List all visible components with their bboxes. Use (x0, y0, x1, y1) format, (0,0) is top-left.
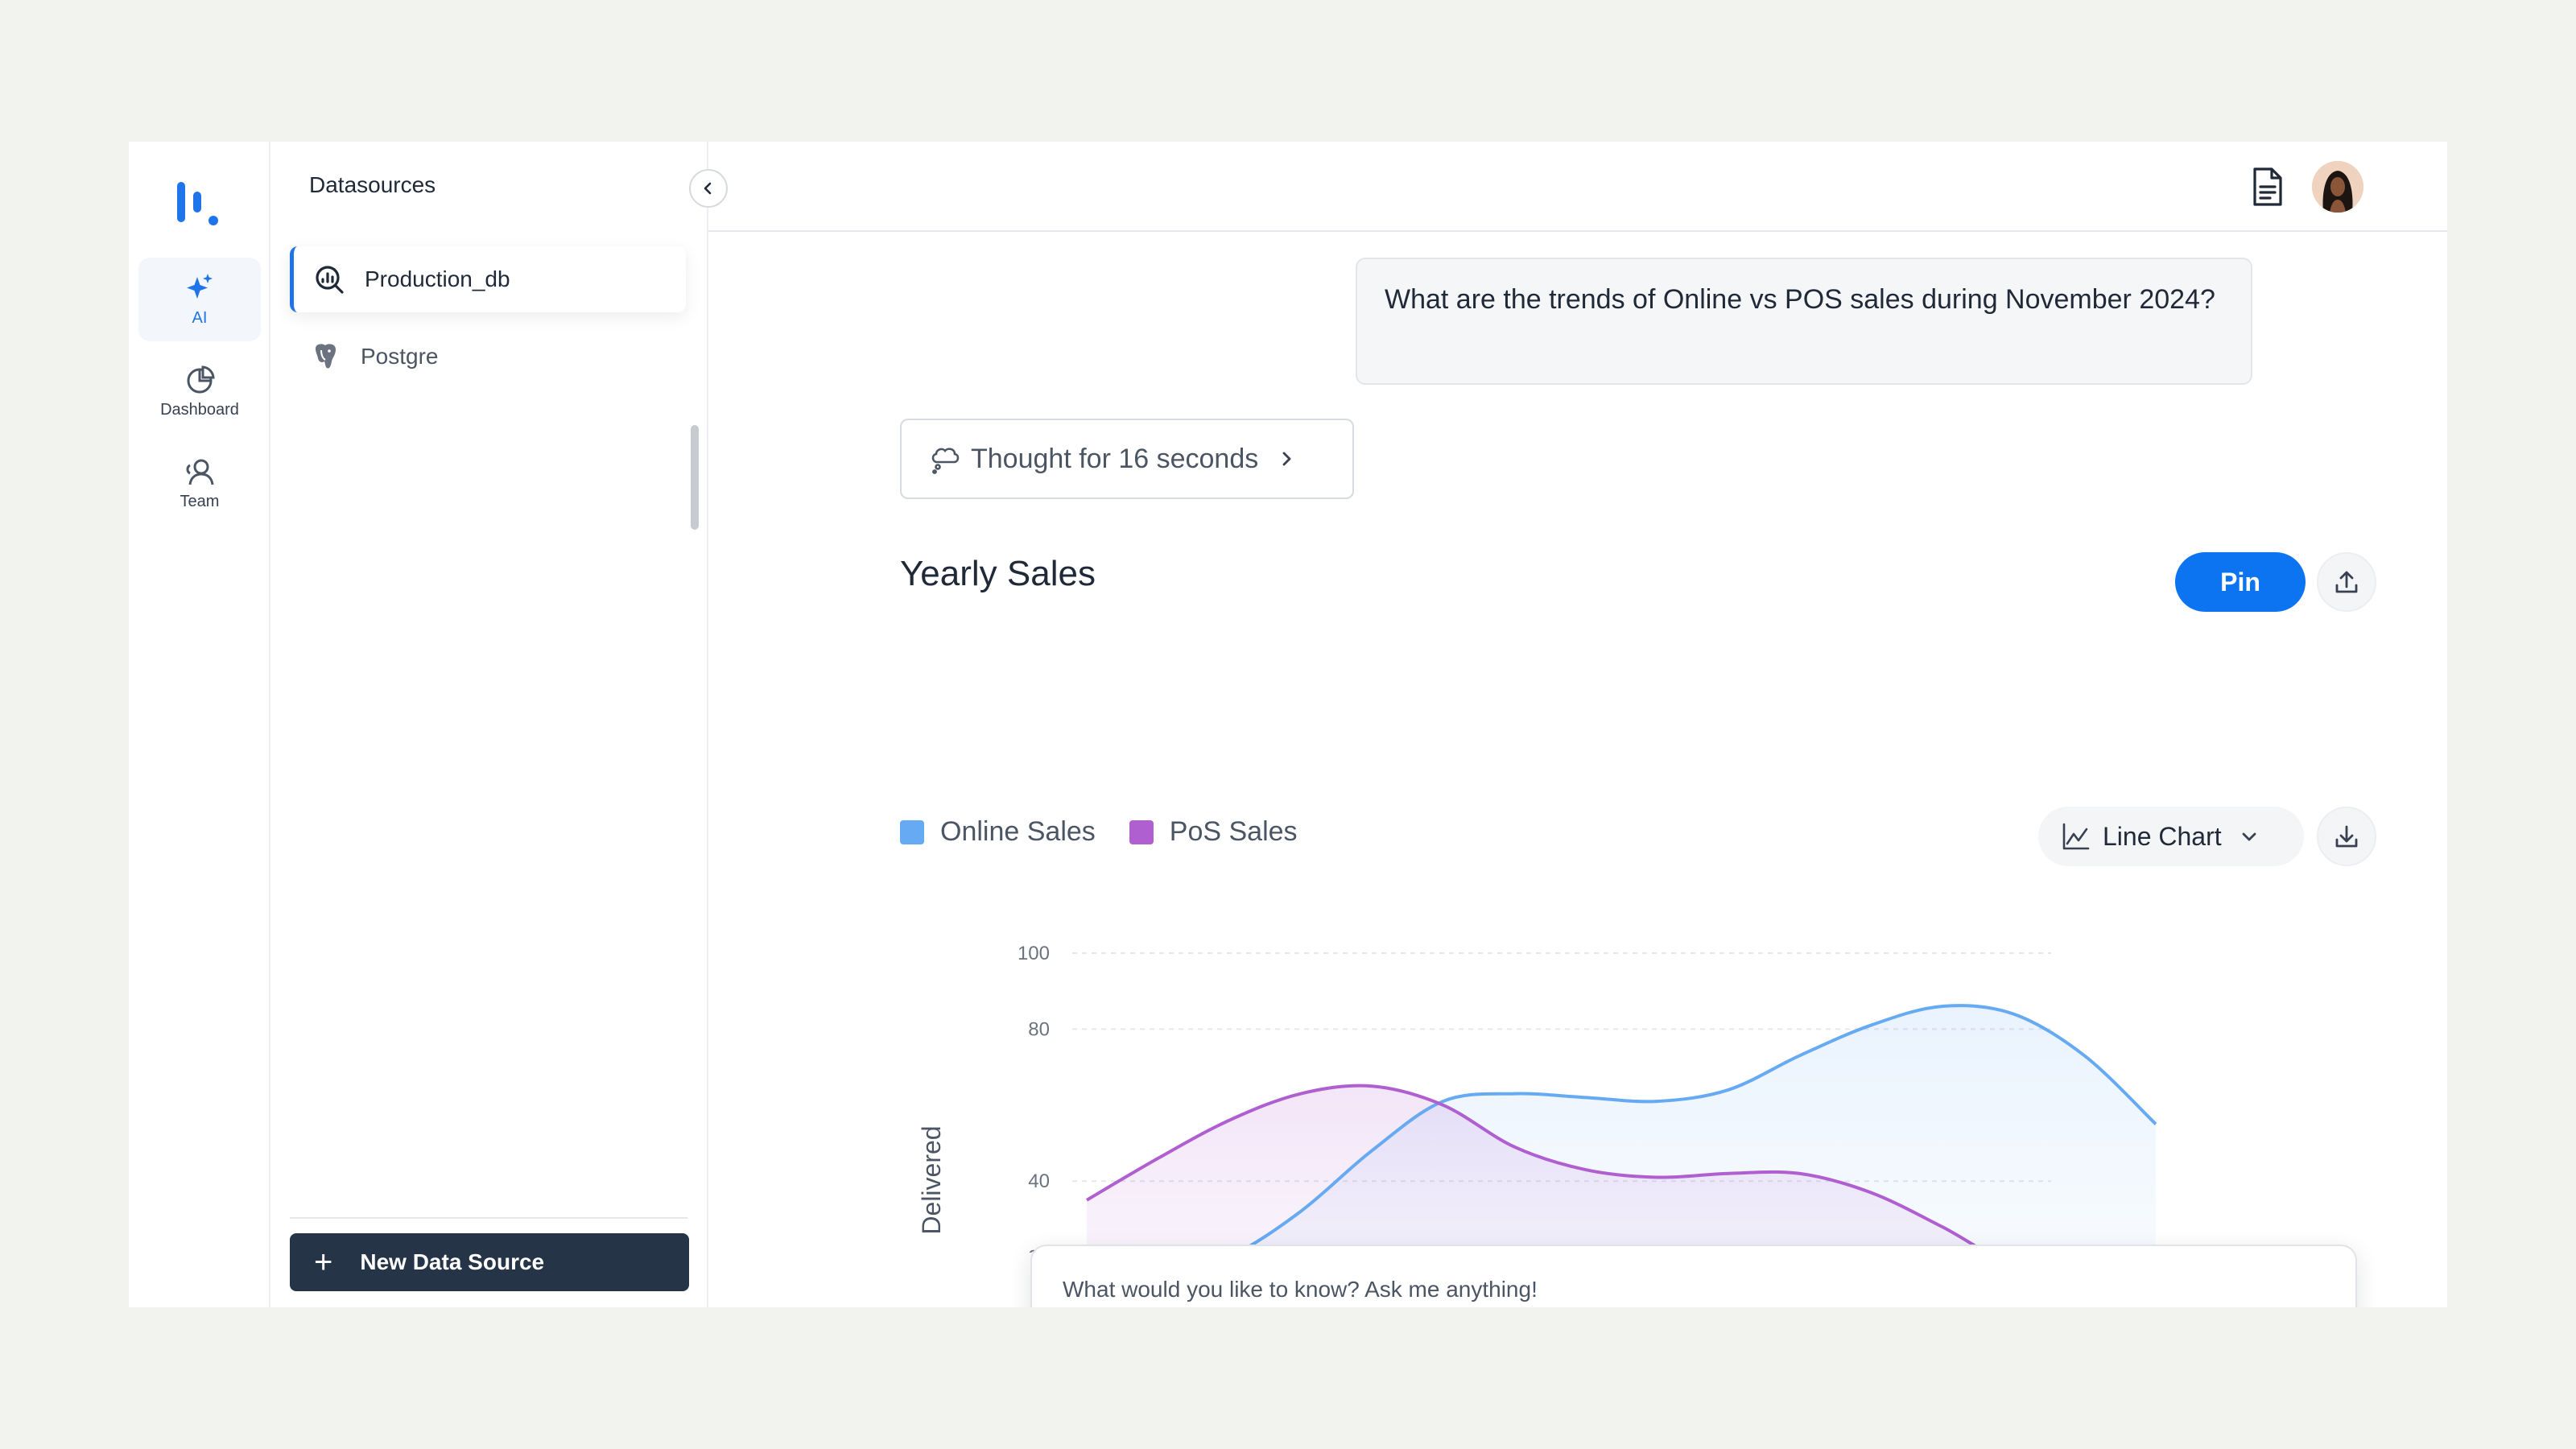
thought-bubble-icon (931, 448, 960, 474)
new-data-source-button[interactable]: + New Data Source (290, 1233, 689, 1291)
legend-item-online-sales[interactable]: Online Sales (900, 816, 1096, 848)
line-chart: 204080100 (1018, 943, 2157, 1253)
plus-icon: + (314, 1245, 333, 1280)
top-bar (708, 142, 2447, 232)
share-button[interactable] (2317, 552, 2376, 612)
chat-prompt-box: @ (1030, 1245, 2357, 1307)
pie-chart-icon (187, 365, 215, 394)
user-question-bubble: What are the trends of Online vs POS sal… (1356, 258, 2252, 385)
chat-input[interactable] (1063, 1277, 2190, 1302)
legend-item-pos-sales[interactable]: PoS Sales (1129, 816, 1298, 848)
app-logo-icon[interactable] (175, 180, 224, 229)
download-button[interactable] (2317, 807, 2376, 866)
datasources-panel: Datasources Production_db Postgre + New … (270, 142, 708, 1307)
datasources-scrollbar[interactable] (691, 425, 699, 530)
sparkle-icon (187, 274, 213, 299)
user-photo-icon (2312, 161, 2363, 213)
database-search-icon (316, 266, 344, 294)
legend-swatch (900, 819, 924, 844)
series-line-online-sales[interactable] (1087, 1004, 2157, 1253)
datasource-label: Production_db (365, 266, 510, 291)
nav-item-ai[interactable]: AI (138, 258, 261, 341)
chevron-right-icon (1282, 452, 1291, 466)
main-content: What are the trends of Online vs POS sal… (708, 142, 2447, 1307)
y-axis-label: Delivered (917, 1125, 946, 1234)
chevron-left-icon (704, 182, 712, 195)
y-tick-label: 80 (1028, 1018, 1050, 1040)
postgres-icon (316, 344, 336, 369)
team-icon (186, 459, 214, 485)
chart-title: Yearly Sales (900, 554, 1096, 593)
upload-icon (2335, 571, 2358, 593)
new-data-source-label: New Data Source (360, 1249, 545, 1274)
y-tick-label: 100 (1018, 943, 1050, 964)
nav-item-label: Dashboard (160, 401, 239, 419)
collapse-panel-button[interactable] (689, 169, 728, 208)
thought-toggle[interactable]: Thought for 16 seconds (900, 419, 1354, 499)
app-window: AI Dashboard Team Datasources (129, 142, 2447, 1307)
datasources-title: Datasources (309, 172, 436, 197)
datasource-item-production-db[interactable]: Production_db (290, 246, 686, 312)
nav-item-label: AI (192, 309, 208, 327)
thought-label: Thought for 16 seconds (971, 443, 1259, 474)
chart-type-label: Line Chart (2103, 821, 2222, 851)
pin-button[interactable]: Pin (2175, 552, 2306, 612)
divider (290, 1217, 687, 1219)
legend-label: PoS Sales (1169, 816, 1298, 847)
nav-item-label: Team (180, 493, 220, 510)
nav-item-team[interactable]: Team (138, 441, 261, 525)
line-chart-icon (2062, 823, 2090, 850)
download-icon (2335, 825, 2358, 848)
document-icon[interactable] (2249, 166, 2286, 208)
legend-label: Online Sales (940, 816, 1096, 847)
y-axis-label-text: Delivered (917, 1125, 946, 1234)
y-tick-label: 40 (1028, 1170, 1050, 1192)
datasource-item-postgre[interactable]: Postgre (290, 324, 686, 390)
series-area-pos-sales (1087, 1085, 1987, 1253)
chevron-down-icon (2242, 832, 2256, 841)
avatar[interactable] (2312, 161, 2363, 213)
nav-item-dashboard[interactable]: Dashboard (138, 349, 261, 433)
chart-type-dropdown[interactable]: Line Chart (2038, 807, 2304, 866)
legend-swatch (1129, 819, 1154, 844)
chart-legend: Online Sales PoS Sales (900, 816, 1331, 848)
icon-rail: AI Dashboard Team (129, 142, 270, 1307)
datasource-label: Postgre (361, 344, 439, 369)
